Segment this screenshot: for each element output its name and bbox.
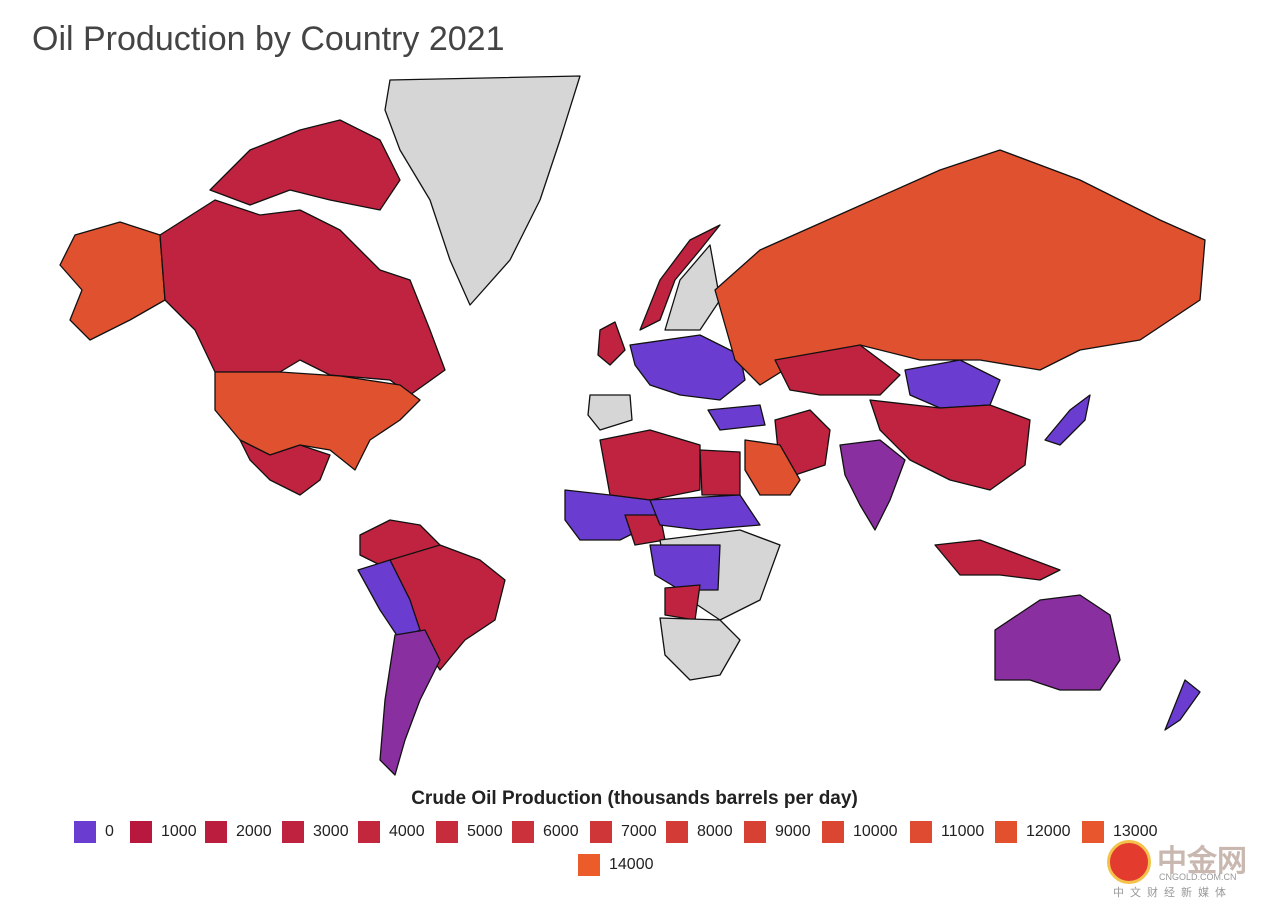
country-japan bbox=[1044, 394, 1091, 446]
legend-swatch bbox=[130, 821, 152, 843]
country-sudan-chad bbox=[649, 494, 761, 531]
legend-item: 13000 bbox=[1082, 820, 1158, 844]
legend-swatch bbox=[436, 821, 458, 843]
legend-label: 6000 bbox=[543, 823, 579, 840]
legend-swatch bbox=[578, 854, 600, 876]
legend-item: 2000 bbox=[205, 820, 272, 844]
region-southern-africa bbox=[659, 617, 741, 681]
country-mongolia bbox=[904, 359, 1001, 409]
legend-swatch bbox=[822, 821, 844, 843]
map-title: Oil Production by Country 2021 bbox=[32, 20, 505, 58]
legend-label: 12000 bbox=[1026, 823, 1071, 840]
legend-label: 8000 bbox=[697, 823, 733, 840]
country-peru-ecuador-bolivia bbox=[357, 559, 421, 641]
country-united-kingdom bbox=[597, 321, 626, 366]
country-sweden-finland bbox=[664, 244, 721, 331]
watermark-brand: 中金网 bbox=[1157, 845, 1247, 878]
country-new-zealand bbox=[1164, 679, 1201, 731]
country-argentina-chile bbox=[379, 629, 441, 776]
country-canada bbox=[159, 199, 446, 396]
brand-emblem-icon bbox=[1107, 840, 1151, 884]
country-russia bbox=[714, 149, 1206, 386]
country-greenland bbox=[384, 75, 581, 306]
legend-swatch bbox=[744, 821, 766, 843]
watermark-logo: 中金网 CNGOLD.COM.CN 中文财经新媒体 bbox=[1107, 834, 1257, 899]
legend-label: 3000 bbox=[313, 823, 349, 840]
legend-item: 11000 bbox=[910, 820, 984, 844]
legend-swatch bbox=[74, 821, 96, 843]
country-norway bbox=[639, 224, 721, 331]
legend-swatch bbox=[666, 821, 688, 843]
legend-swatch bbox=[358, 821, 380, 843]
legend-item: 14000 bbox=[578, 853, 654, 877]
legend-label: 5000 bbox=[467, 823, 503, 840]
country-algeria-libya bbox=[599, 429, 701, 501]
country-indonesia-malaysia bbox=[934, 539, 1061, 581]
legend-swatch bbox=[910, 821, 932, 843]
country-kazakhstan bbox=[774, 344, 901, 396]
legend-swatch bbox=[282, 821, 304, 843]
legend-item: 6000 bbox=[512, 820, 579, 844]
legend-swatch bbox=[995, 821, 1017, 843]
legend-label: 2000 bbox=[236, 823, 272, 840]
legend-item: 5000 bbox=[436, 820, 503, 844]
legend-label: 1000 bbox=[161, 823, 197, 840]
legend-label: 4000 bbox=[389, 823, 425, 840]
legend-label: 0 bbox=[105, 823, 114, 840]
country-turkey bbox=[707, 404, 766, 431]
legend-label: 14000 bbox=[609, 856, 654, 873]
country-china bbox=[869, 399, 1031, 491]
legend-item: 10000 bbox=[822, 820, 898, 844]
country-congo-gabon bbox=[649, 544, 721, 591]
country-australia bbox=[994, 594, 1121, 691]
legend-item: 8000 bbox=[666, 820, 733, 844]
country-mexico bbox=[239, 439, 331, 496]
country-spain-portugal bbox=[587, 394, 633, 431]
watermark-url: CNGOLD.COM.CN bbox=[1159, 872, 1237, 882]
country-angola bbox=[664, 584, 701, 621]
legend-item: 1000 bbox=[130, 820, 197, 844]
legend-label: 9000 bbox=[775, 823, 811, 840]
country-india bbox=[839, 439, 906, 531]
legend-swatch bbox=[512, 821, 534, 843]
legend-item: 7000 bbox=[590, 820, 657, 844]
legend-title: Crude Oil Production (thousands barrels … bbox=[411, 788, 858, 809]
legend-swatch bbox=[590, 821, 612, 843]
world-map bbox=[59, 75, 1206, 776]
legend-label: 11000 bbox=[941, 823, 985, 840]
legend-item: 4000 bbox=[358, 820, 425, 844]
legend-item: 12000 bbox=[995, 820, 1071, 844]
legend-item: 0 bbox=[74, 820, 114, 844]
legend-item: 3000 bbox=[282, 820, 349, 844]
legend-swatch bbox=[205, 821, 227, 843]
legend-label: 13000 bbox=[1113, 823, 1158, 840]
watermark-tagline: 中文财经新媒体 bbox=[1113, 887, 1232, 899]
legend-label: 10000 bbox=[853, 823, 898, 840]
country-canada-arctic-islands bbox=[209, 119, 401, 211]
legend-item: 9000 bbox=[744, 820, 811, 844]
region-central-europe bbox=[629, 334, 746, 401]
legend-label: 7000 bbox=[621, 823, 657, 840]
legend-swatch bbox=[1082, 821, 1104, 843]
country-saudi-arabia bbox=[744, 439, 801, 496]
country-egypt bbox=[699, 449, 741, 496]
country-alaska-us bbox=[59, 221, 166, 341]
